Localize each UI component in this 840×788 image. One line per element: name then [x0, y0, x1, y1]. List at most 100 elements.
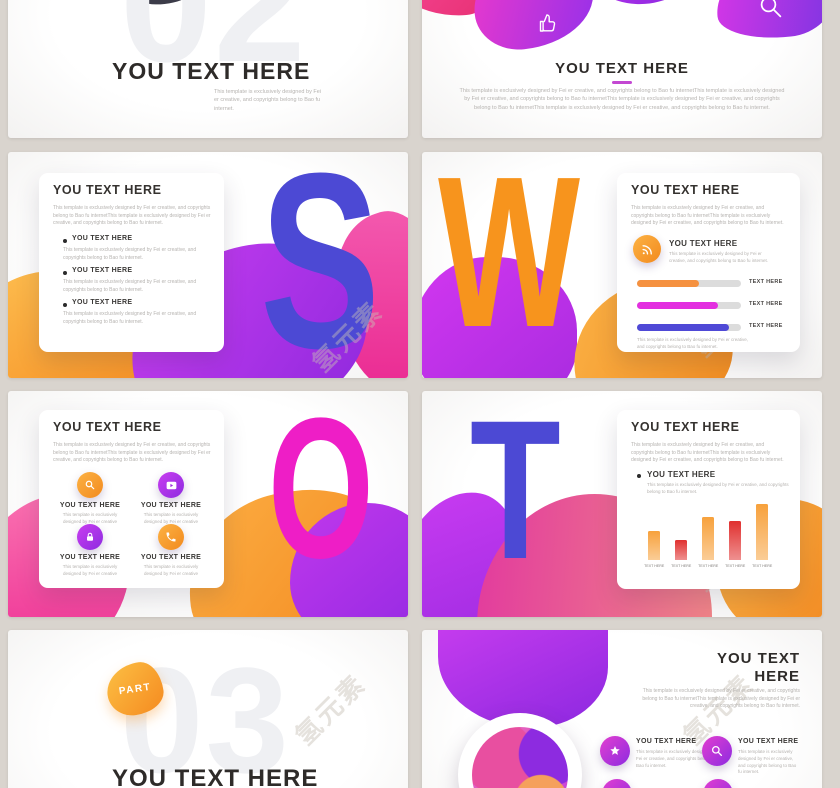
chart-bar [729, 521, 741, 560]
section-number-ghost: 02 [120, 0, 308, 96]
watermark: 氢元素 [289, 668, 372, 751]
star-icon [610, 746, 620, 755]
slide-thumb-section-02-cover[interactable]: 02 YOU TEXT HERE This template is exclus… [8, 0, 408, 138]
slide-thumb-blob-intro[interactable]: YOU TEXT HERE This template is exclusive… [422, 0, 822, 138]
bar-column: TEXT HERE [751, 498, 773, 568]
bullet-dot [63, 271, 67, 275]
grid-item-title: YOU TEXT HERE [140, 502, 202, 509]
feature-text: This template is exclusively designed by… [669, 251, 769, 263]
purple-blob-left [469, 0, 599, 55]
search-icon-circle [702, 736, 732, 766]
bar-label: TEXT HERE [751, 563, 773, 568]
icon-circle-partial [602, 779, 632, 788]
section-title: YOU TEXT HERE [112, 58, 311, 84]
progress-label: TEXT HERE [749, 301, 783, 307]
part-label: PART [118, 681, 152, 697]
progress-label: TEXT HERE [749, 323, 783, 329]
phone-icon-circle [158, 524, 184, 550]
icon-circle-partial [703, 779, 733, 788]
bar-label: TEXT HERE [724, 563, 746, 568]
bullet-dot [63, 303, 67, 307]
slide-thumb-swot-o[interactable]: O YOU TEXT HERE This template is exclusi… [8, 391, 408, 617]
thumbs-up-icon [536, 11, 560, 35]
content-card: YOU TEXT HERE This template is exclusive… [39, 410, 224, 588]
bullet-text: This template is exclusively designed by… [63, 279, 197, 293]
progress-track [637, 280, 741, 287]
letter-s: S [260, 152, 381, 378]
slide-thumb-section-03-cover[interactable]: 03 PART 氢元素 YOU TEXT HERE [8, 630, 408, 788]
slide-thumb-swot-t[interactable]: T 氢元素 YOU TEXT HERE This template is exc… [422, 391, 822, 617]
content-card: YOU TEXT HERE This template is exclusive… [39, 173, 224, 352]
bullet-text: This template is exclusively designed by… [63, 247, 197, 261]
progress-track [637, 302, 741, 309]
grid-item-text: This template is exclusively designed by… [62, 512, 118, 524]
grid-item-title: YOU TEXT HERE [59, 502, 121, 509]
grid-item-text: This template is exclusively designed by… [143, 564, 199, 576]
slide-thumb-overview-items[interactable]: 氢元素 YOU TEXT HERE This template is exclu… [422, 630, 822, 788]
card-title: YOU TEXT HERE [631, 420, 740, 434]
slide-title: YOU TEXT HERE [716, 650, 800, 685]
progress-track [637, 324, 741, 331]
card-title: YOU TEXT HERE [631, 183, 740, 197]
slide-thumb-swot-w[interactable]: W 氢元素 YOU TEXT HERE This template is exc… [422, 152, 822, 378]
bullet-title: YOU TEXT HERE [647, 470, 716, 479]
card-body-text: This template is exclusively designed by… [53, 205, 211, 226]
bar-column: TEXT HERE [670, 498, 692, 568]
card-title: YOU TEXT HERE [53, 420, 162, 434]
abstract-art-circle [472, 727, 568, 788]
title-underline [612, 81, 632, 84]
purple-blob-middle [594, 0, 692, 8]
card-body-text: This template is exclusively designed by… [631, 442, 784, 463]
bullet-dot [637, 474, 641, 478]
video-icon-circle [158, 472, 184, 498]
rss-icon [641, 244, 652, 255]
letter-o: O [268, 391, 374, 600]
letter-w: W [438, 152, 581, 372]
progress-label: TEXT HERE [749, 279, 783, 285]
search-icon-circle [77, 472, 103, 498]
search-icon [756, 0, 786, 22]
feature-title: YOU TEXT HERE [669, 239, 738, 248]
bullet-title: YOU TEXT HERE [72, 235, 133, 242]
grid-item-text: This template is exclusively designed by… [62, 564, 118, 576]
section-body-text: This template is exclusively designed by… [214, 89, 321, 112]
video-icon [166, 481, 176, 489]
card-body-text: This template is exclusively designed by… [631, 205, 784, 226]
list-item-title: YOU TEXT HERE [738, 738, 799, 745]
rss-icon-circle [633, 235, 661, 263]
slide-body-text: This template is exclusively designed by… [642, 688, 800, 709]
card-footer-text: This template is exclusively designed by… [637, 337, 749, 349]
bar-label: TEXT HERE [670, 563, 692, 568]
bar-column: TEXT HERE [697, 498, 719, 568]
grid-item-text: This template is exclusively designed by… [143, 512, 199, 524]
slide-body-text: This template is exclusively designed by… [459, 88, 785, 111]
progress-fill-magenta [637, 302, 719, 309]
phone-icon [166, 532, 176, 542]
chart-bar [756, 504, 768, 560]
star-icon-circle [600, 736, 630, 766]
bar-label: TEXT HERE [643, 563, 665, 568]
chart-bar [702, 517, 714, 560]
bullet-title: YOU TEXT HERE [72, 299, 133, 306]
bar-column: TEXT HERE [724, 498, 746, 568]
purple-blob [422, 257, 577, 378]
search-icon [85, 480, 95, 490]
list-item-text: This template is exclusively designed by… [636, 749, 717, 768]
slide-title: YOU TEXT HERE [555, 60, 689, 77]
card-title: YOU TEXT HERE [53, 183, 162, 197]
content-card: YOU TEXT HERE This template is exclusive… [617, 410, 800, 589]
list-item-text: This template is exclusively designed by… [738, 749, 797, 775]
ring-circle [458, 713, 582, 788]
progress-fill-blue [637, 324, 729, 331]
bullet-text: This template is exclusively designed by… [63, 311, 197, 325]
bar-label: TEXT HERE [697, 563, 719, 568]
list-item-title: YOU TEXT HERE [636, 738, 697, 745]
slide-thumb-swot-s[interactable]: S 氢元素 YOU TEXT HERE This template is exc… [8, 152, 408, 378]
grid-item-title: YOU TEXT HERE [59, 554, 121, 561]
bullet-dot [63, 239, 67, 243]
card-body-text: This template is exclusively designed by… [53, 442, 211, 463]
bar-column: TEXT HERE [643, 498, 665, 568]
search-icon [711, 745, 723, 757]
bar-chart: TEXT HERE TEXT HERE TEXT HERE TEXT HERE … [643, 498, 773, 568]
